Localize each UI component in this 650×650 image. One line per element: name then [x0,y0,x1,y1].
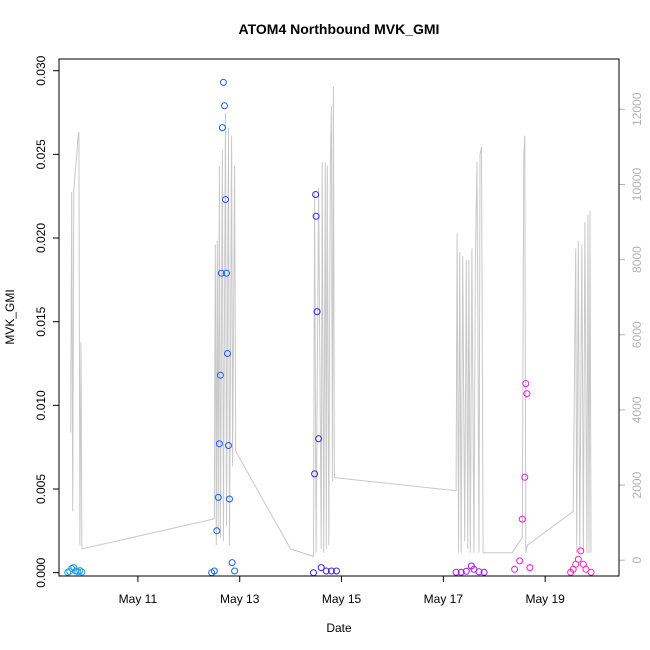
data-point [78,568,86,576]
series-0 [64,564,86,576]
data-point [219,78,227,86]
data-point [457,568,465,576]
x-tick-label: May 19 [526,592,566,606]
y-tick-label: 0.015 [34,306,48,336]
axes-layer: May 11 May 13 May 15 May 17 May 19 0.000 0.005… [34,55,644,606]
y2-tick-label: 8000 [630,246,644,273]
series-2 [310,191,340,577]
y-tick-label: 0.005 [34,474,48,504]
data-point [210,567,218,575]
y2-tick-label: 2000 [630,471,644,498]
y-tick-label: 0.030 [34,55,48,85]
data-point [516,557,524,565]
data-point [333,567,340,575]
data-point [70,564,78,572]
y2-tick-label: 6000 [630,321,644,348]
chart-title: ATOM4 Northbound MVK_GMI [239,21,440,37]
data-point [231,567,239,575]
x-tick-label: May 17 [424,592,464,606]
points-layer [64,78,595,577]
x-tick-label: May 13 [220,592,260,606]
data-point [521,473,529,481]
data-point [322,567,330,575]
data-point [312,191,320,198]
series-3 [452,562,488,576]
data-point [214,493,222,501]
data-point [462,567,470,575]
data-point [226,495,233,503]
data-point [574,555,582,563]
y-axis-label: MVK_GMI [3,289,17,344]
data-point [452,568,460,576]
y2-tick-label: 0 [630,557,644,564]
data-point [511,565,519,573]
data-point [475,568,483,576]
data-point [327,567,335,575]
data-point [526,564,534,572]
series-5 [567,547,595,576]
data-point [76,567,84,575]
data-point [315,435,323,443]
y-tick-label: 0.010 [34,390,48,420]
data-point [224,350,231,357]
data-point [582,565,590,573]
data-point [518,515,526,523]
data-point [312,212,320,220]
series-1 [208,78,239,577]
data-point [218,124,226,132]
data-point [577,547,585,555]
y2-tick-label: 12000 [630,92,644,126]
data-point [228,559,236,567]
data-point [587,568,595,576]
y-tick-label: 0.025 [34,139,48,169]
data-point [523,390,531,398]
x-tick-label: May 11 [119,592,158,606]
data-point [311,470,319,478]
plot-frame [58,58,620,577]
altitude-line-layer [70,86,592,558]
x-tick-label: May 15 [322,592,362,606]
data-point [313,308,321,316]
data-point [217,269,225,277]
data-point [223,269,230,277]
data-point [213,527,221,535]
y2-tick-label: 4000 [630,396,644,423]
data-point [215,440,223,448]
data-point [310,569,317,577]
data-point [317,564,325,572]
y-tick-label: 0.000 [34,557,48,587]
y2-tick-label: 10000 [630,167,644,201]
y-tick-label: 0.020 [34,223,48,253]
data-point [222,196,229,203]
data-point [480,568,488,576]
altitude-line [70,86,592,558]
x-axis-label: Date [326,621,352,635]
data-point [221,102,228,110]
data-point [225,442,232,449]
series-4 [511,380,534,573]
data-point [216,371,224,379]
data-point [522,380,530,388]
